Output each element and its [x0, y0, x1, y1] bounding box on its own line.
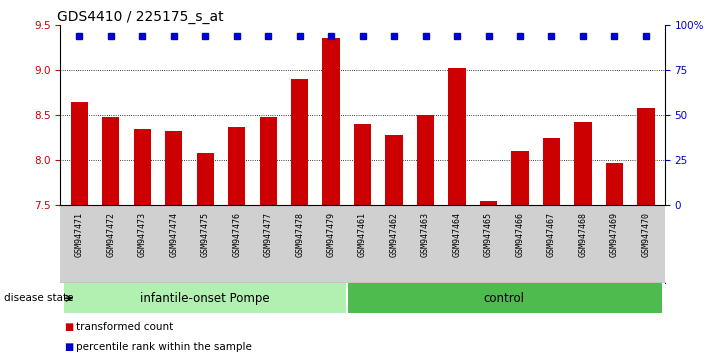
Bar: [323, 38, 340, 205]
Text: GDS4410 / 225175_s_at: GDS4410 / 225175_s_at: [58, 10, 224, 24]
Bar: [196, 153, 214, 205]
Bar: [385, 135, 402, 205]
Text: GSM947479: GSM947479: [326, 212, 336, 257]
Text: GSM947476: GSM947476: [232, 212, 241, 257]
Bar: [134, 129, 151, 205]
Text: GSM947466: GSM947466: [515, 212, 525, 257]
Text: ■: ■: [64, 322, 73, 332]
Text: GSM947473: GSM947473: [138, 212, 146, 257]
Text: disease state: disease state: [4, 293, 73, 303]
Text: GSM947468: GSM947468: [579, 212, 587, 257]
Bar: [102, 117, 119, 205]
Bar: [637, 108, 655, 205]
Bar: [606, 163, 623, 205]
Text: GSM947465: GSM947465: [484, 212, 493, 257]
Text: GSM947461: GSM947461: [358, 212, 367, 257]
Text: GSM947469: GSM947469: [610, 212, 619, 257]
Bar: [165, 131, 183, 205]
Text: GSM947472: GSM947472: [107, 212, 115, 257]
Text: percentile rank within the sample: percentile rank within the sample: [76, 342, 252, 352]
Text: GSM947478: GSM947478: [295, 212, 304, 257]
Bar: [574, 122, 592, 205]
Bar: [449, 68, 466, 205]
Bar: [228, 127, 245, 205]
Bar: [511, 151, 529, 205]
Bar: [70, 102, 88, 205]
Text: GSM947470: GSM947470: [641, 212, 651, 257]
Bar: [354, 124, 371, 205]
Text: GSM947463: GSM947463: [421, 212, 430, 257]
Text: GSM947477: GSM947477: [264, 212, 273, 257]
Bar: [260, 117, 277, 205]
Text: GSM947471: GSM947471: [75, 212, 84, 257]
Text: GSM947474: GSM947474: [169, 212, 178, 257]
Text: infantile-onset Pompe: infantile-onset Pompe: [140, 292, 270, 305]
Bar: [542, 138, 560, 205]
Bar: [63, 283, 347, 313]
Text: ■: ■: [64, 342, 73, 352]
Text: GSM947462: GSM947462: [390, 212, 399, 257]
Bar: [291, 79, 309, 205]
Text: GSM947475: GSM947475: [201, 212, 210, 257]
Text: transformed count: transformed count: [76, 322, 173, 332]
Text: GSM947464: GSM947464: [452, 212, 461, 257]
Bar: [347, 283, 662, 313]
Text: GSM947467: GSM947467: [547, 212, 556, 257]
Bar: [480, 201, 497, 205]
Bar: [417, 115, 434, 205]
Text: control: control: [483, 292, 525, 305]
